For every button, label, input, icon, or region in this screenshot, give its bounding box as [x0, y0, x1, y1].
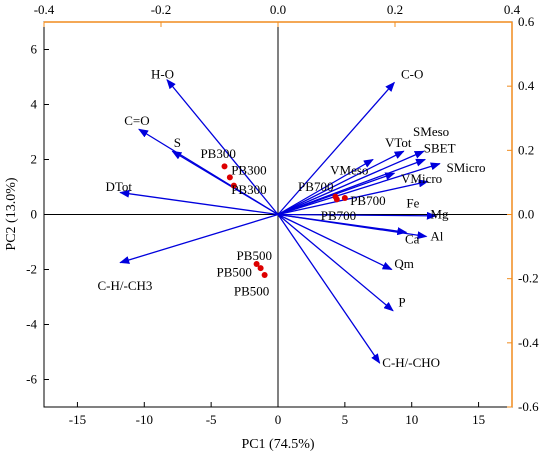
- loading-label: VMicro: [401, 171, 442, 186]
- point-label: PB300: [231, 163, 266, 178]
- loading-vector: [277, 150, 405, 216]
- point-label: PB700: [298, 179, 333, 194]
- point-label: PB700: [350, 193, 385, 208]
- score-point: [230, 182, 237, 189]
- loading-label: Qm: [394, 256, 414, 271]
- loading-vector: [277, 162, 441, 216]
- loading-vector: [119, 213, 279, 264]
- x-tick-label: 5: [342, 412, 349, 427]
- loading-vector: [277, 150, 425, 216]
- x-tick-label: -5: [206, 412, 217, 427]
- loading-label: C-H/-CHO: [382, 355, 440, 370]
- loading-vector: [277, 211, 437, 220]
- score-point: [333, 196, 340, 203]
- top-x-tick-label: -0.4: [34, 2, 55, 17]
- y-tick-label: 6: [31, 42, 38, 57]
- score-point: [221, 163, 228, 170]
- top-x-tick-label: 0.4: [504, 2, 521, 17]
- loading-vector: [277, 214, 381, 364]
- x-tick-label: -10: [136, 412, 153, 427]
- loading-vector: [277, 179, 429, 216]
- loading-vector: [277, 158, 374, 216]
- axis-ticks: -15 -10 -5 0 5 10 15 -6 -4 -2 0 2 4 6 -0.4 -0.2 0.0 0.2 0.…: [26, 2, 539, 427]
- point-label: PB500: [234, 284, 269, 299]
- loading-vectors: [119, 78, 441, 364]
- right-y-tick-label: 0.4: [518, 78, 535, 93]
- score-point: [226, 174, 233, 181]
- loading-label: Mg: [430, 207, 449, 222]
- y-tick-label: -2: [26, 262, 37, 277]
- loading-vector: [119, 189, 279, 216]
- top-x-tick-label: 0.0: [270, 2, 286, 17]
- y-tick-label: -4: [26, 317, 37, 332]
- top-x-tick-label: -0.2: [151, 2, 172, 17]
- loading-label: SMeso: [413, 124, 449, 139]
- y-tick-label: 2: [31, 152, 38, 167]
- loading-label: VTot: [385, 135, 412, 150]
- loading-label: SMicro: [446, 160, 485, 175]
- point-label: PB300: [200, 146, 235, 161]
- point-label: PB500: [216, 264, 251, 279]
- score-point: [261, 272, 268, 278]
- x-tick-label: 0: [275, 412, 282, 427]
- loading-label: S: [174, 135, 181, 150]
- loading-label: Ca: [405, 231, 420, 246]
- loading-label: C-H/-CH3: [97, 278, 152, 293]
- y-axis-title: PC2 (13.0%): [4, 177, 19, 250]
- loading-vector: [277, 214, 394, 312]
- point-label: PB700: [321, 208, 356, 223]
- right-y-tick-label: -0.2: [518, 271, 539, 286]
- loading-label: Al: [430, 229, 443, 244]
- y-tick-label: 0: [31, 207, 38, 222]
- loading-label: Fe: [406, 196, 419, 211]
- right-y-tick-label: 0.2: [518, 142, 534, 157]
- right-y-tick-label: 0.6: [518, 14, 535, 29]
- score-points: [221, 163, 348, 278]
- x-tick-label: 15: [472, 412, 485, 427]
- loading-vector: [166, 78, 279, 215]
- loading-label: VMeso: [330, 163, 368, 178]
- right-y-tick-label: -0.6: [518, 399, 539, 414]
- loading-label: C=O: [124, 113, 149, 128]
- y-tick-label: -6: [26, 372, 37, 387]
- loading-vector: [171, 150, 279, 216]
- score-point: [341, 195, 348, 201]
- x-axis-title: PC1 (74.5%): [241, 437, 314, 452]
- score-point: [253, 261, 260, 267]
- right-y-tick-label: -0.4: [518, 335, 539, 350]
- loading-vector: [277, 213, 428, 240]
- x-tick-label: -15: [69, 412, 86, 427]
- loading-vector: [277, 81, 395, 215]
- y-tick-label: 4: [31, 97, 38, 112]
- loading-label: P: [398, 295, 405, 310]
- top-x-tick-label: 0.2: [387, 2, 403, 17]
- point-label: PB500: [237, 248, 272, 263]
- x-tick-label: 10: [405, 412, 418, 427]
- score-point: [257, 265, 264, 272]
- loading-label: SBET: [424, 141, 456, 156]
- loading-label: DTot: [106, 179, 133, 194]
- loading-vector: [277, 213, 393, 271]
- right-y-tick-label: 0.0: [518, 207, 534, 222]
- loading-label: C-O: [401, 66, 423, 81]
- loading-label: H-O: [151, 66, 174, 81]
- point-label: PB300: [231, 182, 266, 197]
